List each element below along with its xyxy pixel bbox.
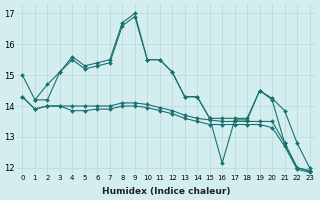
X-axis label: Humidex (Indice chaleur): Humidex (Indice chaleur) <box>102 187 230 196</box>
